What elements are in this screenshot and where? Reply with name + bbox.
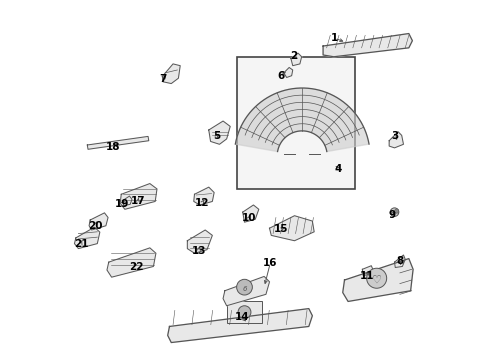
Polygon shape [122, 196, 132, 206]
Bar [237, 57, 354, 189]
Polygon shape [193, 187, 214, 205]
Bar [226, 301, 262, 323]
Polygon shape [394, 255, 405, 267]
Polygon shape [187, 230, 212, 253]
Text: 5: 5 [213, 131, 220, 141]
Text: 20: 20 [88, 221, 102, 231]
Polygon shape [223, 276, 269, 306]
Text: 12: 12 [195, 198, 209, 207]
Text: 2: 2 [289, 51, 297, 61]
Text: 19: 19 [115, 199, 129, 209]
Text: 15: 15 [273, 224, 287, 234]
Circle shape [366, 268, 386, 288]
Text: 22: 22 [129, 262, 143, 272]
Polygon shape [87, 136, 148, 149]
Text: 9: 9 [387, 210, 394, 220]
Polygon shape [208, 121, 230, 144]
Text: 10: 10 [241, 213, 256, 223]
Text: ♡: ♡ [371, 274, 381, 284]
Text: 3: 3 [390, 131, 397, 141]
Polygon shape [342, 258, 412, 301]
Polygon shape [269, 216, 313, 241]
Polygon shape [290, 53, 301, 66]
Text: 16: 16 [263, 258, 277, 268]
Polygon shape [235, 88, 368, 152]
Polygon shape [120, 184, 157, 209]
Circle shape [236, 279, 252, 295]
Circle shape [238, 306, 250, 319]
Text: 1: 1 [330, 33, 338, 43]
Polygon shape [388, 132, 403, 148]
Text: 14: 14 [234, 312, 248, 322]
Text: 11: 11 [359, 271, 373, 281]
Text: 17: 17 [130, 196, 145, 206]
Text: 8: 8 [395, 256, 403, 266]
Text: 6: 6 [277, 71, 284, 81]
Text: 21: 21 [74, 239, 88, 249]
Polygon shape [74, 227, 100, 249]
Polygon shape [162, 64, 180, 84]
Polygon shape [362, 266, 372, 275]
Circle shape [394, 209, 398, 213]
Polygon shape [242, 205, 258, 222]
Polygon shape [323, 33, 411, 57]
Polygon shape [283, 67, 292, 77]
Text: 18: 18 [105, 142, 120, 152]
Text: 6: 6 [242, 285, 246, 292]
Circle shape [389, 208, 398, 216]
Text: 7: 7 [159, 74, 166, 84]
Text: 13: 13 [191, 246, 205, 256]
Polygon shape [167, 309, 312, 342]
Polygon shape [107, 248, 156, 277]
Polygon shape [89, 213, 108, 230]
Text: 4: 4 [334, 163, 341, 174]
